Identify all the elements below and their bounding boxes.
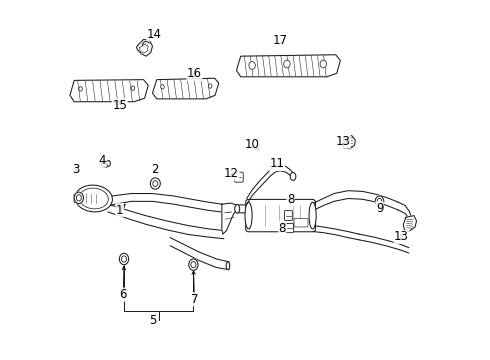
Ellipse shape — [74, 192, 83, 203]
Ellipse shape — [122, 256, 126, 262]
FancyBboxPatch shape — [286, 224, 294, 233]
Polygon shape — [152, 78, 219, 99]
Ellipse shape — [284, 60, 290, 68]
Ellipse shape — [153, 181, 158, 186]
Text: 13: 13 — [336, 135, 350, 148]
Ellipse shape — [249, 62, 255, 69]
Text: 8: 8 — [279, 221, 286, 234]
Ellipse shape — [76, 195, 81, 201]
Polygon shape — [74, 194, 82, 203]
Text: 2: 2 — [151, 163, 159, 176]
Polygon shape — [101, 161, 111, 167]
Ellipse shape — [245, 202, 252, 229]
Ellipse shape — [226, 262, 230, 270]
Ellipse shape — [208, 84, 212, 88]
FancyBboxPatch shape — [235, 172, 243, 182]
Polygon shape — [70, 80, 148, 102]
Text: 7: 7 — [191, 293, 198, 306]
FancyBboxPatch shape — [245, 199, 316, 232]
Text: 13: 13 — [394, 230, 409, 243]
Ellipse shape — [79, 188, 108, 209]
Text: 8: 8 — [287, 193, 294, 206]
Ellipse shape — [375, 196, 384, 207]
Text: 6: 6 — [120, 288, 127, 301]
Text: 1: 1 — [116, 204, 123, 217]
Ellipse shape — [235, 204, 240, 213]
Text: 15: 15 — [112, 99, 127, 112]
Text: 4: 4 — [98, 154, 106, 167]
Text: 16: 16 — [187, 67, 202, 81]
Text: 11: 11 — [270, 157, 285, 171]
Text: 12: 12 — [224, 167, 239, 180]
Polygon shape — [403, 216, 416, 231]
Text: 9: 9 — [376, 202, 383, 215]
Ellipse shape — [309, 202, 316, 229]
Ellipse shape — [377, 198, 382, 204]
Polygon shape — [137, 40, 152, 56]
Ellipse shape — [131, 86, 135, 90]
Text: 3: 3 — [73, 163, 80, 176]
Text: 10: 10 — [245, 138, 260, 151]
Ellipse shape — [79, 87, 82, 91]
Ellipse shape — [161, 85, 164, 89]
Ellipse shape — [191, 262, 196, 268]
Ellipse shape — [75, 185, 112, 212]
Ellipse shape — [150, 178, 160, 189]
Text: 14: 14 — [147, 28, 162, 41]
Polygon shape — [343, 135, 355, 149]
Ellipse shape — [320, 60, 326, 68]
Ellipse shape — [120, 253, 129, 265]
Polygon shape — [222, 203, 238, 234]
FancyBboxPatch shape — [294, 219, 308, 227]
FancyBboxPatch shape — [285, 211, 293, 221]
Polygon shape — [237, 55, 341, 77]
Text: 17: 17 — [272, 34, 287, 47]
Ellipse shape — [290, 172, 296, 180]
Text: 5: 5 — [149, 314, 156, 327]
Ellipse shape — [189, 259, 198, 270]
